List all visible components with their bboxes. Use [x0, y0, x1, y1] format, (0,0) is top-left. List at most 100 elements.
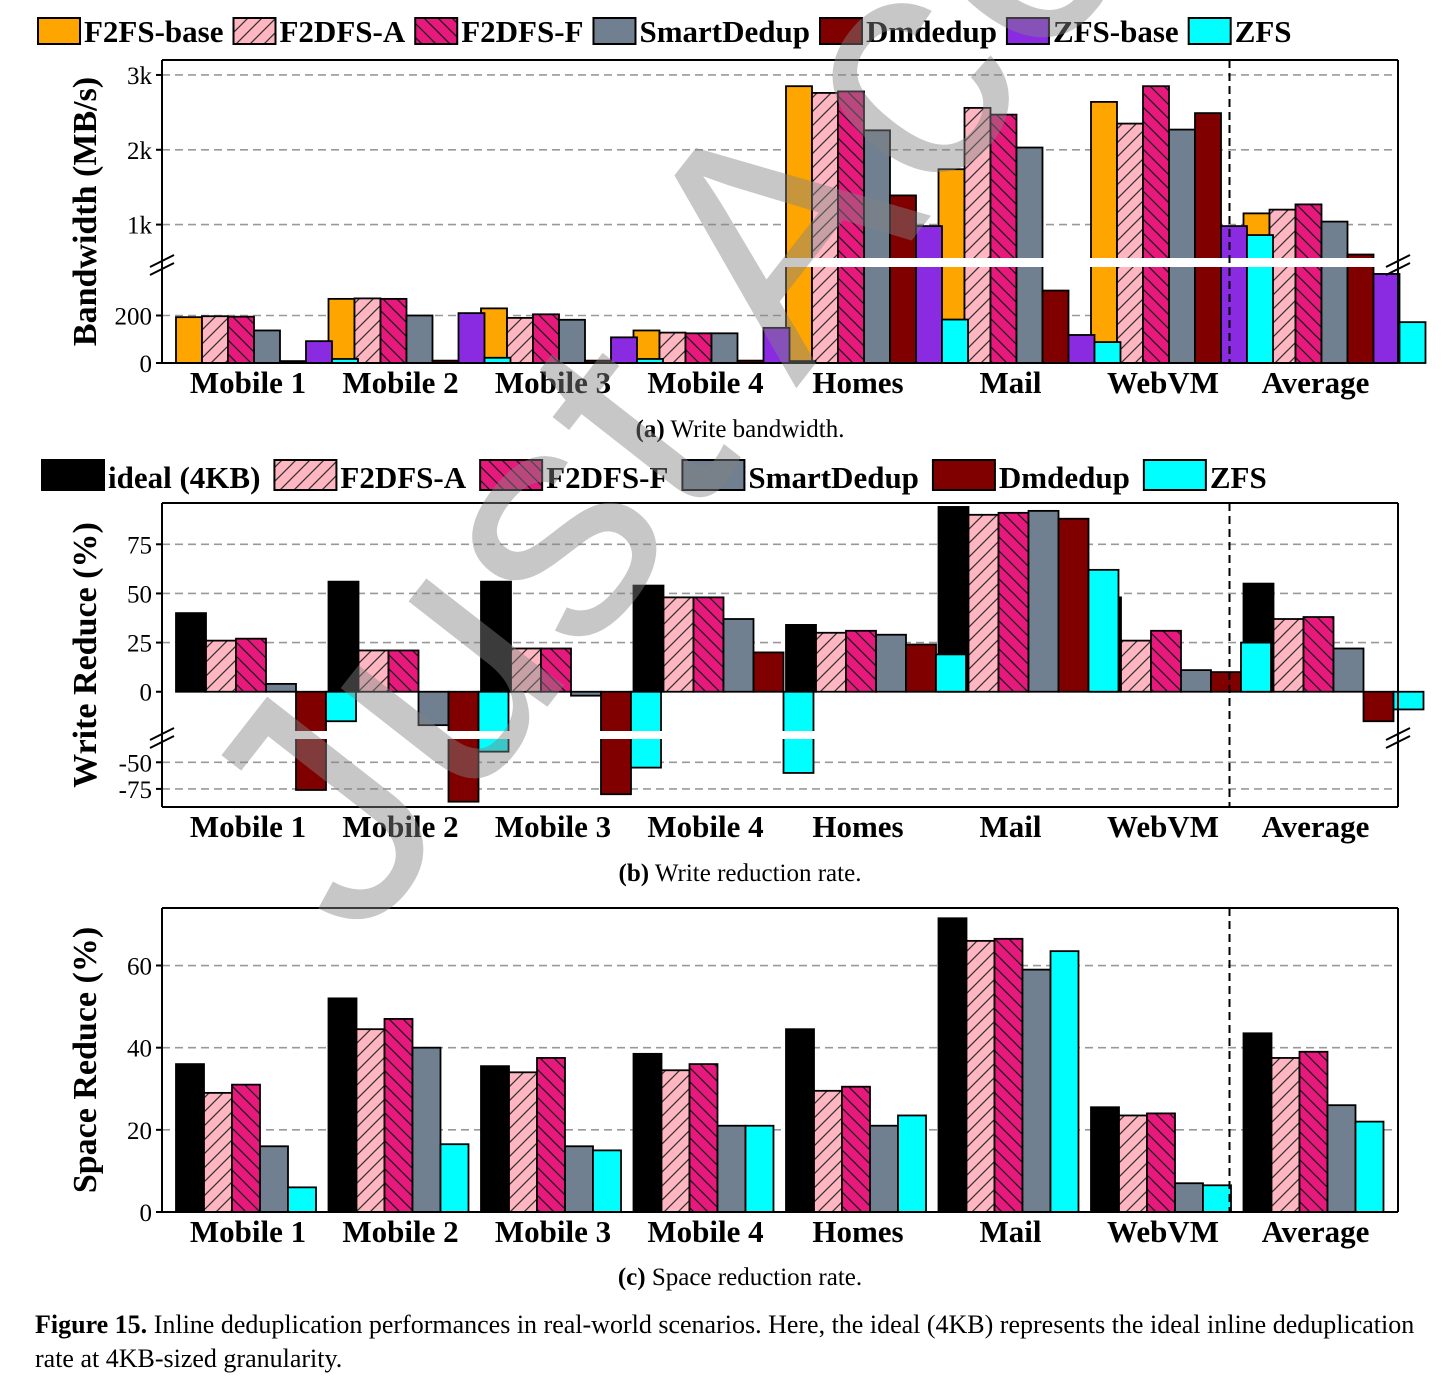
bar-zfs-mobile-2: [477, 690, 510, 753]
figure-caption: Figure 15. Inline deduplication performa…: [35, 1308, 1445, 1376]
y-tick-lower-0: 0: [140, 351, 153, 378]
x-tick-label-mobile-3: Mobile 3: [495, 809, 611, 844]
bar-zfs-mobile-1: [325, 690, 357, 723]
bar-f2dfs-f-mobile-4: [684, 332, 713, 364]
bar-f2dfs-a-mobile-4: [660, 1069, 691, 1213]
y-tick-lower-0: -50: [119, 750, 152, 777]
y-tick-upper-1: 25: [127, 631, 152, 658]
bar-smartdedup-mobile-1: [253, 329, 281, 364]
x-tick-label-mobile-2: Mobile 2: [342, 809, 458, 844]
legend-swatch-dmdedup: [931, 459, 996, 491]
legend-label-smartdedup: SmartDedup: [748, 460, 919, 495]
bar-dmdedup-average: [1362, 690, 1395, 723]
bar-smartdedup-mobile-2: [411, 1046, 442, 1213]
legend-swatch-dmdedup: [819, 17, 863, 45]
panel-write-bandwidth: 1k 2k 3k 200 0 Bandwidth (MB/s) Mobile 1 Mobile…: [67, 59, 1427, 400]
bar-f2dfs-a-homes: [813, 1089, 843, 1213]
bar-smartdedup-mobile-3: [570, 690, 602, 697]
bar-ideal-4kb-webvm: [1090, 1106, 1120, 1213]
bar-zfs-mobile-1: [287, 1186, 317, 1213]
x-tick-label-homes: Homes: [812, 809, 903, 844]
bar-f2dfs-a-mobile-2: [357, 649, 390, 693]
x-tick-label-average: Average: [1262, 365, 1370, 400]
bar-f2dfs-f-mobile-2: [383, 1018, 414, 1213]
subcaption-text: Write reduction rate.: [649, 860, 861, 887]
x-tick-label-webvm: WebVM: [1107, 1214, 1219, 1249]
bar-zfs-base-mobile-4: [762, 326, 791, 364]
bar-smartdedup-webvm: [1168, 128, 1196, 364]
bar-smartdedup-mobile-3: [564, 1145, 594, 1213]
x-tick-label-mobile-3: Mobile 3: [495, 365, 611, 400]
bar-f2dfs-f-webvm: [1150, 629, 1182, 693]
bar-zfs-base-mobile-2: [457, 312, 486, 364]
bar-f2dfs-f-average: [1294, 203, 1323, 364]
bar-f2dfs-f-mail: [993, 937, 1024, 1213]
y-tick-upper-3: 75: [127, 532, 152, 559]
bar-zfs-base-average: [1372, 273, 1401, 364]
bar-zfs-homes: [941, 318, 969, 364]
legend-swatch-smartdedup: [681, 459, 746, 491]
bar-dmdedup-mobile-3: [600, 690, 632, 796]
bar-f2dfs-a-webvm: [1120, 639, 1152, 693]
bar-smartdedup-webvm: [1174, 1182, 1204, 1213]
y-tick-upper-0: 0: [140, 680, 153, 707]
bar-smartdedup-mobile-3: [558, 318, 586, 364]
x-tick-label-homes: Homes: [812, 365, 903, 400]
bar-f2dfs-f-mobile-4: [688, 1063, 719, 1213]
bar-dmdedup-homes: [905, 643, 937, 693]
legend-swatch-f2dfs-a: [232, 17, 277, 45]
bar-zfs-mobile-2: [439, 1143, 470, 1213]
bar-zfs-mail: [1093, 341, 1122, 364]
bar-f2dfs-f-average: [1302, 616, 1335, 693]
bar-f2dfs-a-mobile-3: [510, 647, 542, 693]
legend-a: F2FS-base F2DFS-A F2DFS-F SmartDedup Dmdedup…: [37, 14, 1292, 49]
bar-f2dfs-a-mobile-3: [506, 316, 534, 364]
x-tick-label-mobile-2: Mobile 2: [342, 365, 458, 400]
y-axis-label: Write Reduce (%): [67, 522, 104, 788]
bar-dmdedup-mail: [1041, 289, 1070, 364]
bar-f2dfs-f-webvm: [1146, 1112, 1176, 1213]
bar-smartdedup-mobile-4: [716, 1124, 747, 1213]
bar-f2dfs-a-average: [1272, 618, 1305, 693]
x-tick-label-webvm: WebVM: [1107, 365, 1219, 400]
bar-smartdedup-mobile-2: [405, 314, 434, 364]
bar-zfs-homes: [897, 1114, 927, 1213]
y-tick-lower-1: 200: [115, 304, 153, 331]
bar-ideal-4kb-mobile-2: [327, 580, 360, 693]
y-axis-label: Bandwidth (MB/s): [67, 77, 104, 346]
bar-zfs-webvm: [1202, 1184, 1232, 1213]
axis-break-gap: [163, 731, 1397, 739]
y-tick-upper-0: 1k: [127, 213, 153, 240]
legend-label-zfs-base: ZFS-base: [1053, 14, 1179, 49]
bar-zfs-base-webvm: [1220, 225, 1248, 364]
subcaption-text: Write bandwidth.: [665, 416, 845, 443]
bar-f2dfs-f-mobile-2: [387, 649, 420, 693]
bar-zfs-average: [1354, 1120, 1385, 1213]
bar-zfs-mail: [1049, 950, 1080, 1213]
bar-dmdedup-average: [1346, 253, 1375, 364]
bar-smartdedup-mail: [1021, 968, 1052, 1213]
bar-f2dfs-f-average: [1298, 1050, 1329, 1213]
x-tick-label-mobile-1: Mobile 1: [190, 365, 306, 400]
bar-smartdedup-mobile-4: [722, 618, 755, 693]
bar-f2dfs-f-mobile-1: [227, 315, 255, 364]
bar-zfs-mobile-3: [630, 690, 662, 769]
bar-dmdedup-mobile-4: [752, 651, 785, 693]
bar-ideal-4kb-mobile-4: [632, 1052, 663, 1213]
bar-ideal-4kb-mobile-3: [480, 1065, 510, 1213]
legend-swatch-zfs-base: [1005, 17, 1050, 45]
figure-label: Figure 15.: [35, 1310, 148, 1339]
subcaption-tag: (c): [618, 1264, 646, 1291]
bar-f2dfs-f-mobile-1: [235, 637, 267, 693]
bar-f2dfs-f-mobile-2: [379, 297, 408, 364]
y-tick-1: 20: [127, 1118, 152, 1145]
bar-smartdedup-average: [1326, 1104, 1357, 1213]
bar-zfs-webvm: [1240, 641, 1272, 693]
x-tick-label-mail: Mail: [980, 1214, 1042, 1249]
bar-ideal-4kb-mobile-3: [480, 580, 512, 693]
x-tick-label-mobile-4: Mobile 4: [647, 1214, 763, 1249]
bar-zfs-average: [1392, 690, 1425, 711]
bar-ideal-4kb-homes: [785, 1028, 815, 1213]
bar-f2dfs-a-webvm: [1116, 122, 1144, 364]
